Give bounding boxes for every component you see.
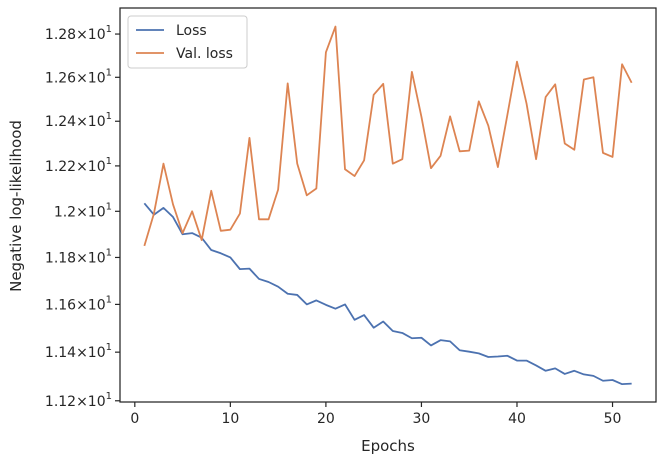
series-line-val-loss bbox=[143, 25, 633, 247]
x-tick-label: 10 bbox=[221, 411, 239, 427]
y-tick-label: 1.14×101 bbox=[45, 342, 112, 361]
x-tick-label: 50 bbox=[604, 411, 622, 427]
x-axis-label: Epochs bbox=[361, 437, 415, 455]
series-lines bbox=[143, 25, 633, 386]
x-tick-label: 0 bbox=[130, 411, 139, 427]
y-tick-label: 1.12×101 bbox=[45, 391, 112, 410]
legend-label-loss: Loss bbox=[176, 23, 207, 39]
legend-label-val-loss: Val. loss bbox=[176, 46, 233, 62]
y-tick-label: 1.2×101 bbox=[54, 201, 112, 220]
y-tick-label: 1.16×101 bbox=[45, 294, 112, 313]
series-line-loss bbox=[143, 202, 632, 386]
y-tick-label: 1.22×101 bbox=[45, 156, 112, 175]
x-axis: 0 10 20 30 40 50 bbox=[130, 402, 621, 427]
y-axis: 1.12×101 1.14×101 1.16×101 1.18×101 1.2×101 1… bbox=[45, 24, 120, 410]
legend: Loss Val. loss bbox=[127, 15, 248, 69]
y-tick-label: 1.26×101 bbox=[45, 67, 112, 86]
y-tick-label: 1.18×101 bbox=[45, 247, 112, 266]
y-axis-label: Negative log-likelihood bbox=[7, 120, 25, 292]
legend-box bbox=[127, 15, 248, 69]
y-tick-label: 1.28×101 bbox=[45, 24, 112, 43]
x-tick-label: 20 bbox=[317, 411, 335, 427]
x-tick-label: 30 bbox=[413, 411, 431, 427]
x-tick-label: 40 bbox=[508, 411, 526, 427]
y-tick-label: 1.24×101 bbox=[45, 111, 112, 130]
